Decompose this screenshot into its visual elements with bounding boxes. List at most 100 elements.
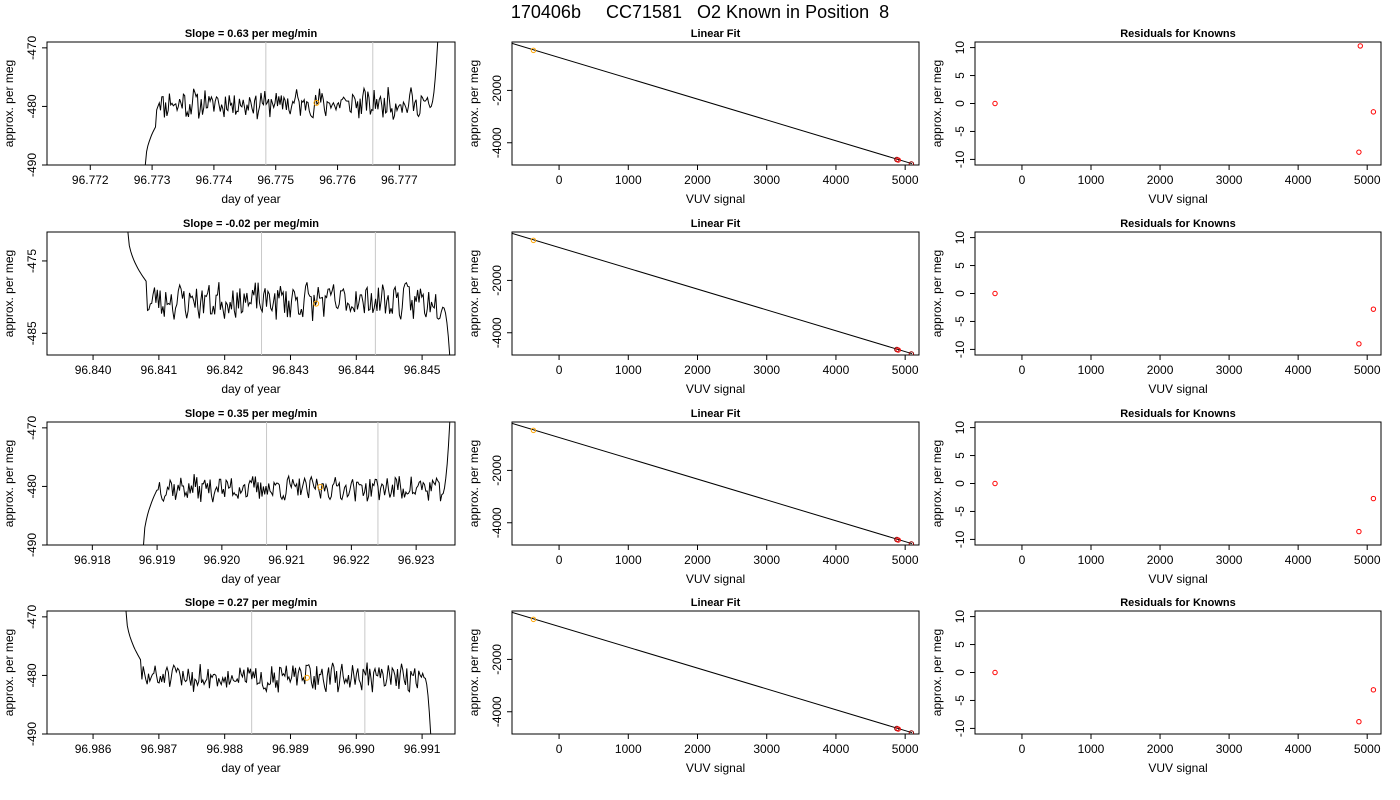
fit-point bbox=[530, 616, 537, 623]
y-axis-label: approx. per meg bbox=[467, 440, 481, 527]
plot-area bbox=[512, 422, 915, 545]
x-tick-label: 4000 bbox=[1285, 553, 1312, 567]
x-tick-label: 4000 bbox=[1285, 363, 1312, 377]
plot-area bbox=[143, 422, 451, 545]
x-tick-label: 96.841 bbox=[141, 363, 178, 377]
x-axis-label: VUV signal bbox=[686, 761, 745, 775]
x-tick-label: 96.843 bbox=[272, 363, 309, 377]
y-tick-label: 10 bbox=[953, 231, 967, 245]
panel-4-1: Slope = 0.27 per meg/min day of year appro… bbox=[2, 597, 456, 775]
x-tick-label: 3000 bbox=[753, 363, 780, 377]
y-tick-label: -2000 bbox=[490, 455, 504, 486]
y-tick-label: -4000 bbox=[490, 507, 504, 538]
plot-title: Linear Fit bbox=[691, 408, 741, 420]
x-tick-label: 96.987 bbox=[141, 742, 178, 756]
y-axis-label: approx. per meg bbox=[2, 629, 16, 716]
fit-point bbox=[908, 161, 915, 165]
panel-3-1: Slope = 0.35 per meg/min day of year appro… bbox=[2, 408, 456, 586]
x-tick-label: 96.923 bbox=[398, 553, 435, 567]
plot-title: Linear Fit bbox=[691, 218, 741, 230]
fit-point bbox=[895, 347, 901, 353]
x-tick-label: 96.986 bbox=[75, 742, 112, 756]
signal-trace bbox=[144, 42, 439, 165]
plot-title: Residuals for Knowns bbox=[1120, 408, 1236, 420]
y-tick-label: -470 bbox=[25, 36, 39, 60]
x-tick-label: 0 bbox=[556, 173, 563, 187]
x-axis-label: VUV signal bbox=[1148, 761, 1207, 775]
panel-2-1: Slope = -0.02 per meg/min day of year appr… bbox=[2, 218, 456, 396]
x-axis-label: VUV signal bbox=[1148, 382, 1207, 396]
y-tick-label: 0 bbox=[953, 669, 967, 676]
fit-point bbox=[908, 541, 915, 545]
x-tick-label: 0 bbox=[556, 553, 563, 567]
y-axis-label: approx. per meg bbox=[930, 60, 944, 147]
y-tick-label: -5 bbox=[953, 316, 967, 327]
x-tick-label: 1000 bbox=[615, 742, 642, 756]
x-tick-label: 96.919 bbox=[139, 553, 176, 567]
x-tick-label: 2000 bbox=[1147, 553, 1174, 567]
x-axis-label: day of year bbox=[221, 572, 280, 586]
panel-3-2: Linear Fit VUV signal approx. per meg 0 1000… bbox=[467, 408, 920, 586]
x-tick-label: 96.990 bbox=[338, 742, 375, 756]
window-mean-marker bbox=[313, 99, 320, 106]
plot-frame bbox=[974, 231, 1382, 356]
x-axis-label: day of year bbox=[221, 192, 280, 206]
fit-line bbox=[512, 232, 913, 355]
x-axis-label: VUV signal bbox=[686, 382, 745, 396]
y-tick-label: -2000 bbox=[490, 265, 504, 296]
y-tick-label: -5 bbox=[953, 506, 967, 517]
x-tick-label: 96.991 bbox=[404, 742, 441, 756]
x-tick-label: 2000 bbox=[684, 553, 711, 567]
x-axis-label: VUV signal bbox=[686, 572, 745, 586]
y-tick-label: -4000 bbox=[490, 696, 504, 727]
y-tick-label: -2000 bbox=[490, 644, 504, 675]
signal-trace bbox=[143, 422, 451, 545]
residual-point bbox=[992, 669, 998, 676]
x-tick-label: 96.777 bbox=[381, 173, 418, 187]
plot-area bbox=[512, 611, 915, 734]
x-tick-label: 4000 bbox=[1285, 173, 1312, 187]
y-tick-label: -475 bbox=[25, 249, 39, 273]
y-tick-label: 5 bbox=[953, 452, 967, 459]
plot-area bbox=[992, 290, 1377, 347]
plot-title: Residuals for Knowns bbox=[1120, 28, 1236, 40]
x-tick-label: 5000 bbox=[1354, 363, 1381, 377]
x-tick-label: 2000 bbox=[684, 363, 711, 377]
y-tick-label: -480 bbox=[25, 663, 39, 687]
fit-point bbox=[908, 351, 915, 355]
x-tick-label: 1000 bbox=[1078, 173, 1105, 187]
plot-frame bbox=[46, 610, 456, 735]
window-mean-marker bbox=[313, 300, 320, 307]
y-tick-label: -480 bbox=[25, 94, 39, 118]
fit-point bbox=[895, 726, 901, 732]
plot-frame bbox=[974, 41, 1382, 166]
x-tick-label: 5000 bbox=[1354, 173, 1381, 187]
y-tick-label: 0 bbox=[953, 290, 967, 297]
x-tick-label: 96.773 bbox=[134, 173, 171, 187]
x-tick-label: 96.772 bbox=[72, 173, 109, 187]
x-tick-label: 1000 bbox=[615, 363, 642, 377]
fit-point bbox=[530, 427, 537, 434]
x-tick-label: 5000 bbox=[1354, 553, 1381, 567]
y-tick-label: 5 bbox=[953, 262, 967, 269]
x-tick-label: 4000 bbox=[823, 742, 850, 756]
x-tick-label: 1000 bbox=[1078, 553, 1105, 567]
residual-point bbox=[992, 480, 998, 487]
y-axis-label: approx. per meg bbox=[2, 440, 16, 527]
residual-point bbox=[1356, 528, 1362, 535]
x-tick-label: 2000 bbox=[1147, 363, 1174, 377]
y-tick-label: -4000 bbox=[490, 317, 504, 348]
x-tick-label: 96.921 bbox=[268, 553, 305, 567]
y-tick-label: -10 bbox=[953, 340, 967, 358]
window-mean-marker bbox=[303, 674, 310, 681]
plot-area bbox=[512, 42, 915, 165]
x-tick-label: 4000 bbox=[823, 553, 850, 567]
signal-trace bbox=[125, 611, 432, 734]
panel-1-3: Residuals for Knowns VUV signal approx. pe… bbox=[930, 28, 1382, 206]
y-tick-label: -10 bbox=[953, 719, 967, 737]
x-tick-label: 0 bbox=[1019, 173, 1026, 187]
y-tick-label: -10 bbox=[953, 530, 967, 548]
fit-point bbox=[895, 537, 901, 543]
x-tick-label: 4000 bbox=[823, 173, 850, 187]
x-tick-label: 5000 bbox=[892, 173, 919, 187]
